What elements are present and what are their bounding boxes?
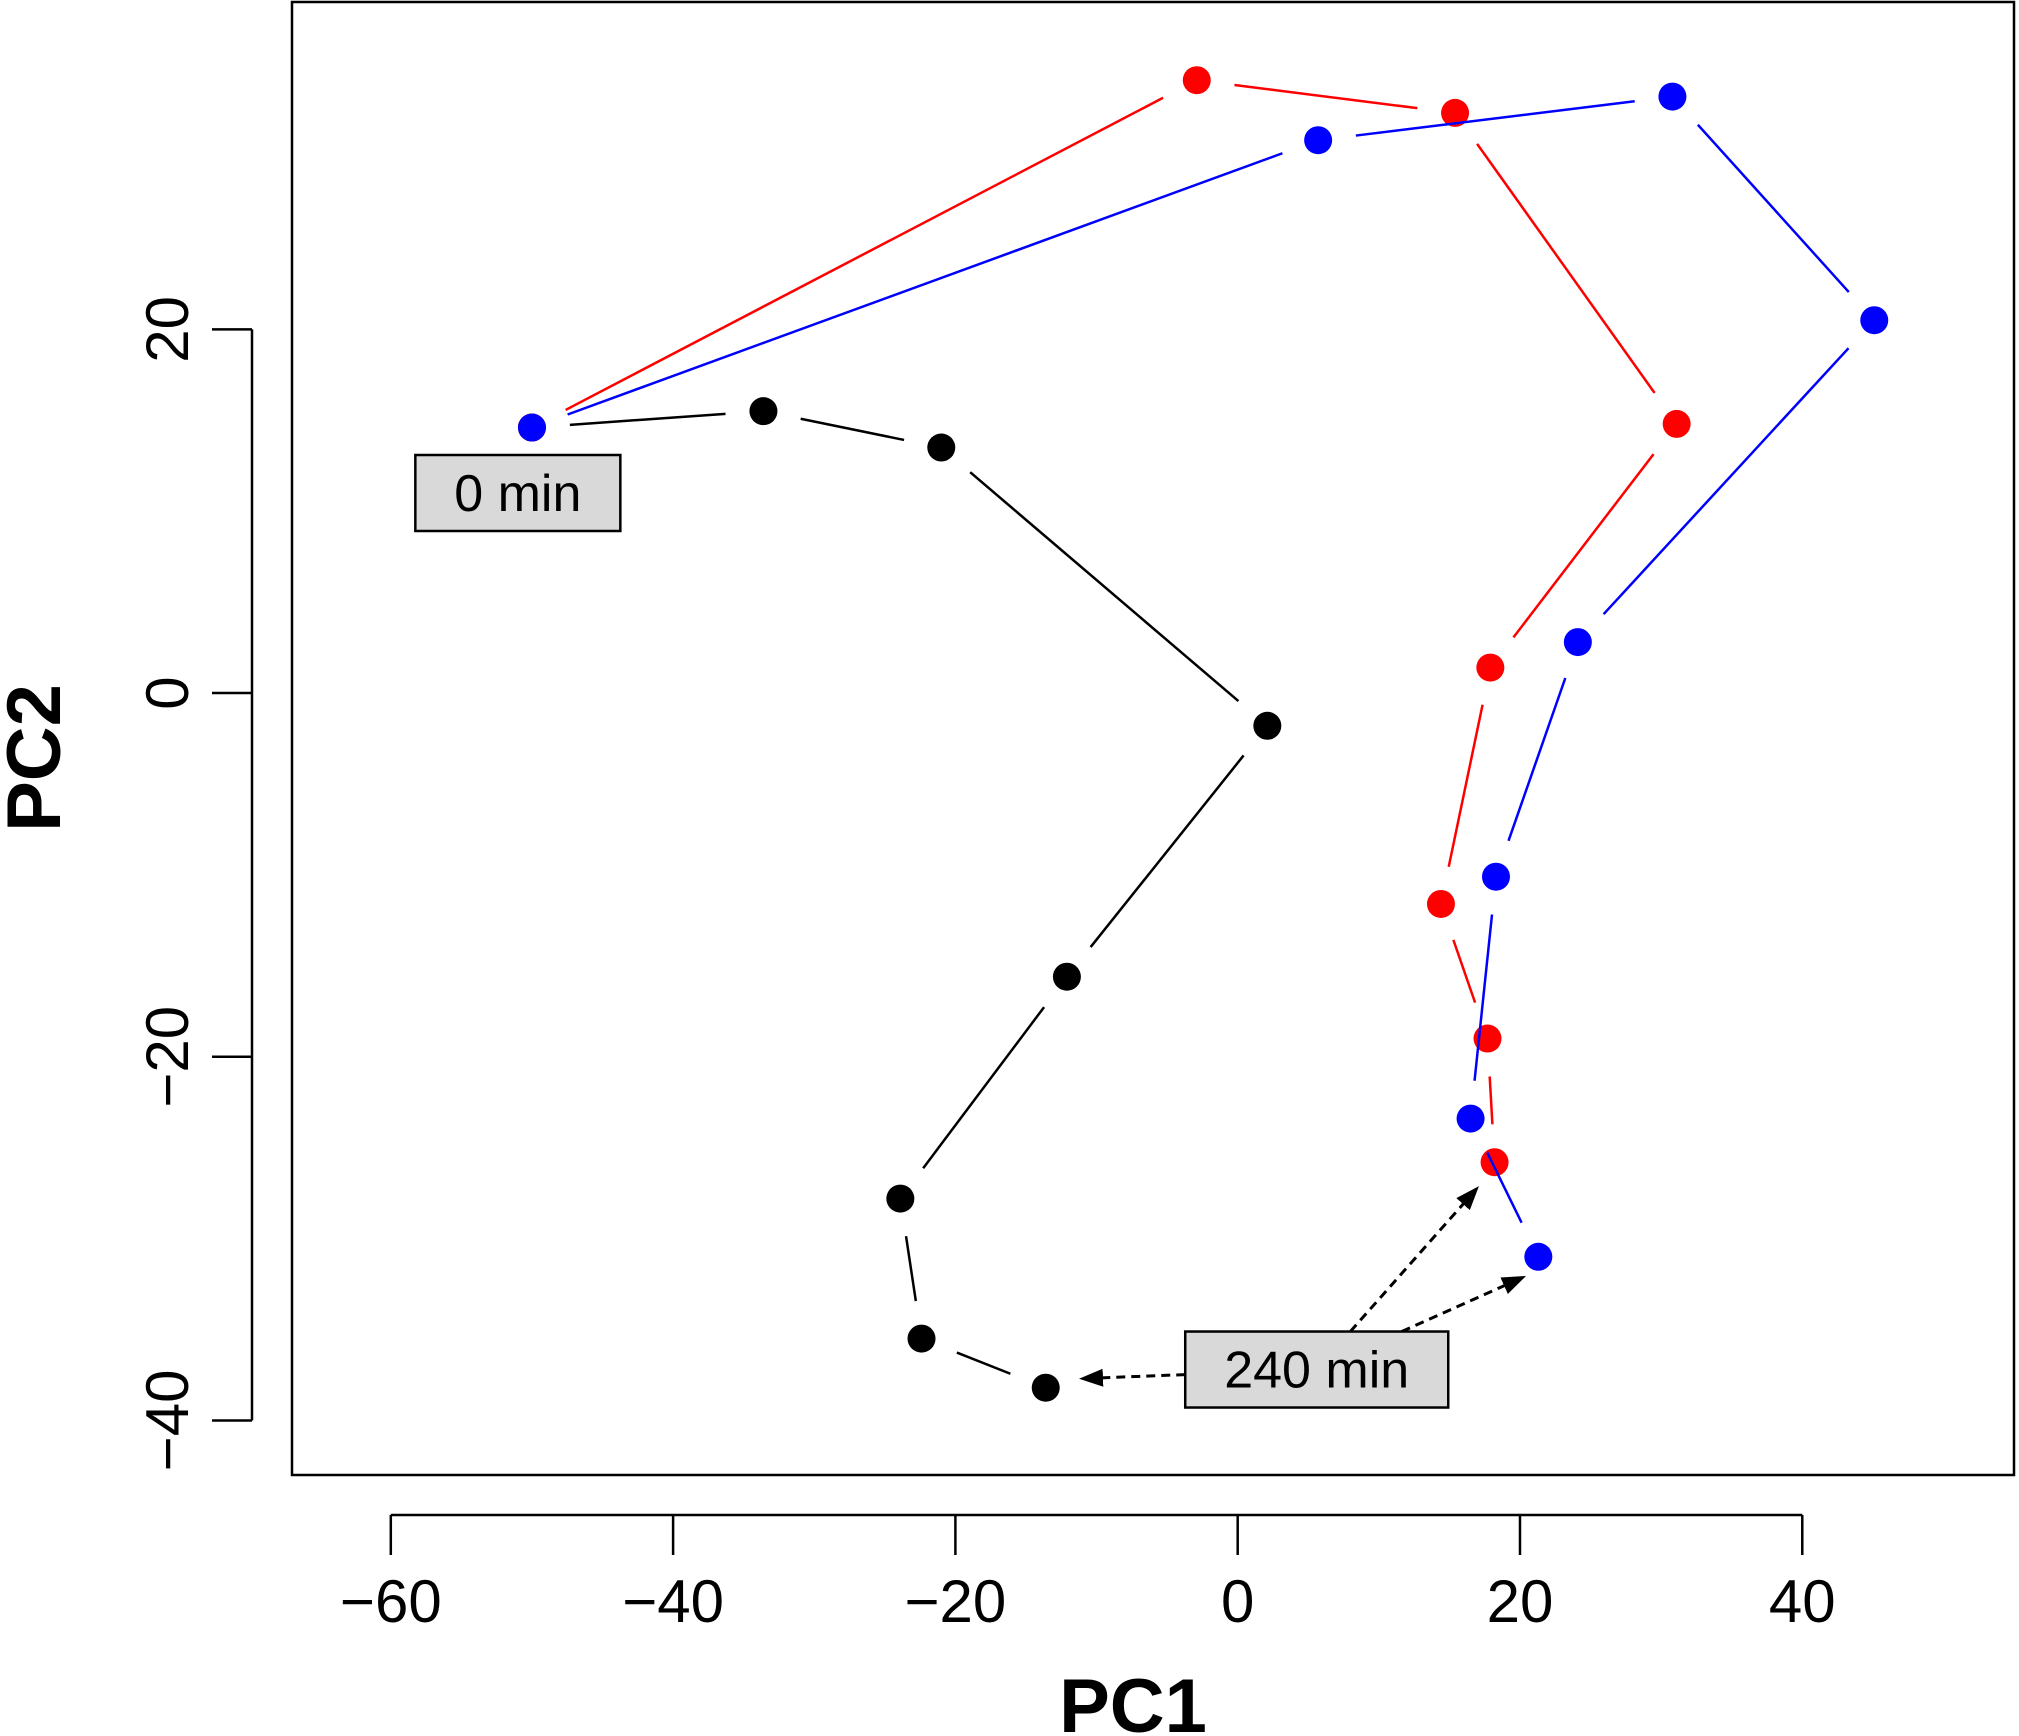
annotation-0: 0 min — [414, 453, 622, 533]
series-layer — [517, 66, 1889, 1402]
plot-frame — [290, 0, 2016, 1477]
data-point — [1456, 1104, 1485, 1133]
y-axis: 20 0 −20 −40 — [134, 296, 254, 1472]
data-point — [1304, 126, 1333, 155]
series-segment — [956, 1351, 1011, 1375]
data-point — [1481, 862, 1510, 891]
series-black — [517, 397, 1282, 1402]
x-axis: −60 −40 −20 0 20 40 — [340, 1513, 1836, 1635]
series-segment — [1355, 99, 1635, 137]
series-segment — [1486, 1152, 1523, 1224]
data-point — [907, 1324, 936, 1353]
annotation-arrow — [1401, 1275, 1527, 1333]
series-segment — [904, 1235, 918, 1302]
series-segment — [567, 152, 1283, 416]
series-segment — [1696, 123, 1850, 293]
series-segment — [922, 1006, 1046, 1169]
series-segment — [1512, 453, 1655, 639]
y-axis-title: PC2 — [0, 684, 77, 832]
series-segment — [1234, 83, 1418, 110]
annotation-arrow — [1079, 1368, 1186, 1387]
annotation-box — [1183, 1330, 1450, 1409]
series-segment — [1452, 939, 1477, 1004]
series-segment — [1476, 143, 1656, 394]
annotation-label: 0 min — [454, 465, 581, 523]
series-segment — [565, 96, 1164, 412]
series-segment — [569, 412, 726, 427]
data-point — [749, 397, 778, 426]
annotation-arrow — [1349, 1186, 1479, 1333]
x-tick-label: −20 — [905, 1568, 1007, 1635]
data-point — [1476, 653, 1505, 682]
data-point — [1662, 409, 1691, 438]
x-tick-label: 0 — [1221, 1568, 1254, 1635]
data-point — [1658, 82, 1687, 111]
data-point — [1860, 306, 1889, 335]
data-point — [1563, 628, 1592, 657]
data-point — [886, 1184, 915, 1213]
series-segment — [1447, 704, 1484, 868]
series-segment — [1473, 914, 1494, 1081]
annotation-layer: 0 min 240 min — [414, 453, 1527, 1409]
data-point — [1441, 98, 1470, 127]
y-tick-label: 20 — [134, 296, 201, 363]
x-axis-title: PC1 — [1059, 1664, 1207, 1736]
y-tick-label: −40 — [134, 1370, 201, 1472]
series-segment — [1507, 677, 1567, 842]
y-tick-label: −20 — [134, 1006, 201, 1108]
x-tick-label: −40 — [622, 1568, 724, 1635]
data-point — [517, 413, 546, 442]
x-tick-label: −60 — [340, 1568, 442, 1635]
series-red — [517, 66, 1691, 1177]
series-segment — [1488, 1076, 1494, 1125]
series-blue — [517, 82, 1889, 1271]
series-segment — [1602, 347, 1850, 616]
y-tick-label: 0 — [134, 676, 201, 709]
annotation-1: 240 min — [1079, 1186, 1527, 1409]
data-point — [1524, 1242, 1553, 1271]
series-segment — [1089, 754, 1245, 948]
x-tick-label: 20 — [1487, 1568, 1554, 1635]
annotation-label: 240 min — [1224, 1342, 1409, 1400]
data-point — [1052, 962, 1081, 991]
data-point — [927, 433, 956, 462]
annotation-box — [414, 453, 622, 533]
data-point — [1480, 1148, 1509, 1177]
data-point — [1031, 1373, 1060, 1402]
data-point — [1253, 711, 1282, 740]
data-point — [1182, 66, 1211, 95]
series-segment — [800, 417, 905, 442]
data-point — [1426, 889, 1455, 918]
x-tick-label: 40 — [1769, 1568, 1836, 1635]
series-segment — [969, 471, 1240, 703]
